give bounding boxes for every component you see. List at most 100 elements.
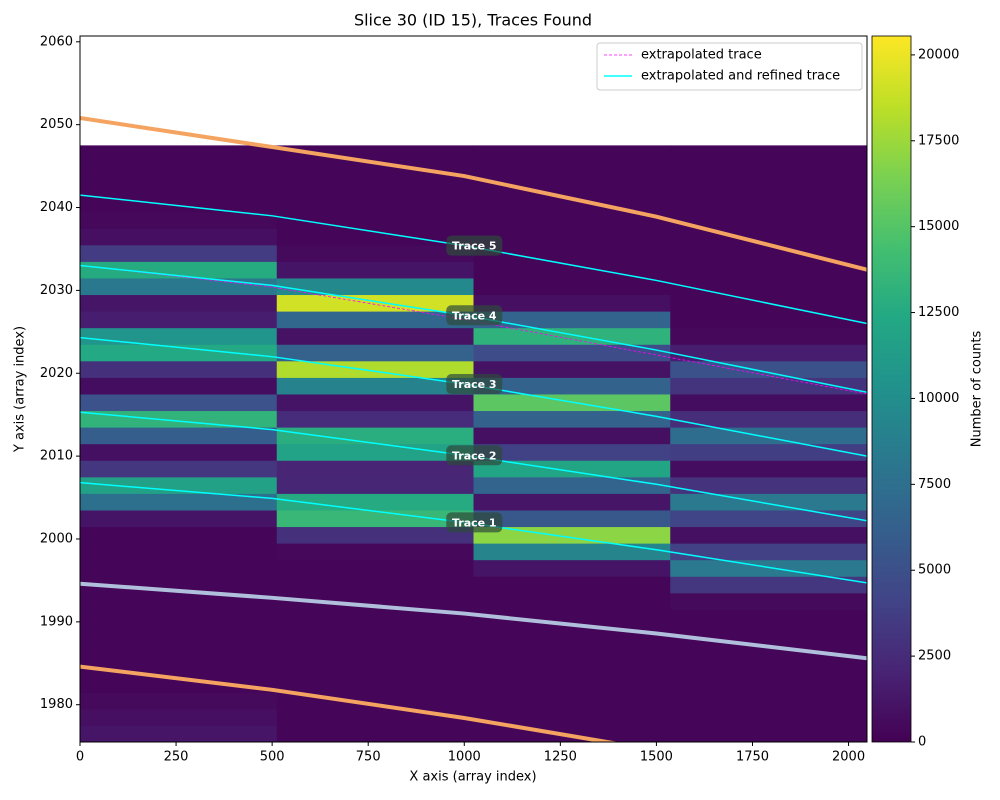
heatmap-cell (276, 294, 474, 312)
heatmap-cell (276, 244, 474, 262)
colorbar-tick-label: 12500 (918, 305, 959, 320)
heatmap-cell (80, 708, 278, 726)
heatmap-cell (670, 161, 867, 180)
heatmap-cell (276, 559, 474, 577)
trace-label: Trace 2 (452, 449, 497, 462)
heatmap-cell (473, 576, 671, 594)
heatmap-cell (473, 443, 671, 461)
heatmap-cell (670, 410, 867, 428)
heatmap-cell (473, 145, 671, 163)
heatmap-cell (473, 360, 671, 378)
heatmap-cell (670, 559, 867, 577)
heatmap-cell (473, 642, 671, 660)
chart-title: Slice 30 (ID 15), Traces Found (354, 11, 592, 30)
heatmap-cell (276, 509, 474, 528)
heatmap-cell (670, 393, 867, 412)
heatmap-cell (473, 609, 671, 627)
heatmap-cell (80, 625, 278, 644)
y-tick-label: 1980 (40, 697, 73, 712)
colorbar-tick-label: 5000 (918, 563, 951, 578)
heatmap-cell (80, 178, 278, 196)
heatmap-cell (80, 360, 278, 378)
heatmap-cell (670, 145, 867, 163)
colorbar-tick-label: 0 (918, 735, 926, 750)
heatmap-cell (473, 244, 671, 262)
heatmap-cell (473, 725, 671, 742)
y-tick-label: 2030 (40, 283, 73, 298)
heatmap-cell (276, 277, 474, 296)
colorbar-tick-label: 2500 (918, 649, 951, 664)
x-tick-label: 2000 (832, 750, 865, 765)
y-axis-label: Y axis (array index) (13, 326, 28, 453)
colorbar-label: Number of counts (970, 331, 985, 448)
heatmap-cell (276, 543, 474, 561)
heatmap-cell (276, 161, 474, 180)
x-tick-label: 0 (76, 750, 84, 765)
heatmap-cell (473, 211, 671, 229)
heatmap-cell (670, 427, 867, 445)
heatmap-cell (670, 493, 867, 511)
heatmap-cell (670, 460, 867, 478)
heatmap-cell (276, 327, 474, 345)
heatmap-cell (276, 145, 474, 163)
x-tick-label: 250 (164, 750, 189, 765)
trace-label: Trace 5 (452, 240, 497, 253)
heatmap-cell (670, 327, 867, 345)
heatmap-cell (80, 195, 278, 213)
heatmap-cell (80, 509, 278, 528)
heatmap-cell (670, 526, 867, 544)
heatmap-cell (670, 576, 867, 594)
heatmap-cell (80, 526, 278, 544)
heatmap-cell (276, 393, 474, 412)
heatmap-cell (80, 327, 278, 345)
heatmap-cell (276, 377, 474, 395)
heatmap-cell (80, 592, 278, 610)
x-tick-label: 500 (260, 750, 285, 765)
heatmap-cell (80, 244, 278, 262)
boundary-line (80, 664, 620, 742)
heatmap-cell (80, 609, 278, 627)
heatmap-cell (473, 460, 671, 478)
x-tick-label: 1750 (736, 750, 769, 765)
heatmap (80, 145, 867, 742)
heatmap-cell (670, 675, 867, 693)
heatmap-cell (276, 460, 474, 478)
heatmap-cell (276, 261, 474, 279)
heatmap-cell (80, 211, 278, 229)
heatmap-cell (276, 659, 474, 677)
heatmap-cell (80, 145, 278, 163)
heatmap-cell (80, 493, 278, 511)
heatmap-cell (670, 543, 867, 561)
heatmap-cell (80, 427, 278, 445)
trace-label: Trace 1 (452, 516, 497, 529)
heatmap-cell (80, 294, 278, 312)
heatmap-cell (473, 261, 671, 279)
heatmap-cell (670, 244, 867, 262)
heatmap-cell (473, 493, 671, 511)
x-tick-label: 750 (356, 750, 381, 765)
trace-label-box (446, 512, 503, 533)
heatmap-cell (80, 443, 278, 461)
colorbar-tick-label: 10000 (918, 391, 959, 406)
heatmap-cell (80, 344, 278, 362)
heatmap-cell (276, 576, 474, 594)
heatmap-cell (80, 476, 278, 494)
heatmap-cell (276, 625, 474, 644)
heatmap-cell (670, 277, 867, 296)
x-tick-label: 1000 (448, 750, 481, 765)
heatmap-cell (276, 675, 474, 693)
heatmap-cell (276, 410, 474, 428)
heatmap-cell (276, 228, 474, 246)
heatmap-cell (670, 311, 867, 329)
heatmap-cell (473, 625, 671, 644)
heatmap-cell (473, 708, 671, 726)
heatmap-cell (80, 261, 278, 279)
x-tick-label: 1250 (544, 750, 577, 765)
heatmap-cell (276, 311, 474, 329)
heatmap-cell (473, 228, 671, 246)
heatmap-cell (473, 526, 671, 544)
heatmap-cell (670, 609, 867, 627)
heatmap-cell (80, 460, 278, 478)
heatmap-cell (473, 559, 671, 577)
heatmap-cell (473, 377, 671, 395)
